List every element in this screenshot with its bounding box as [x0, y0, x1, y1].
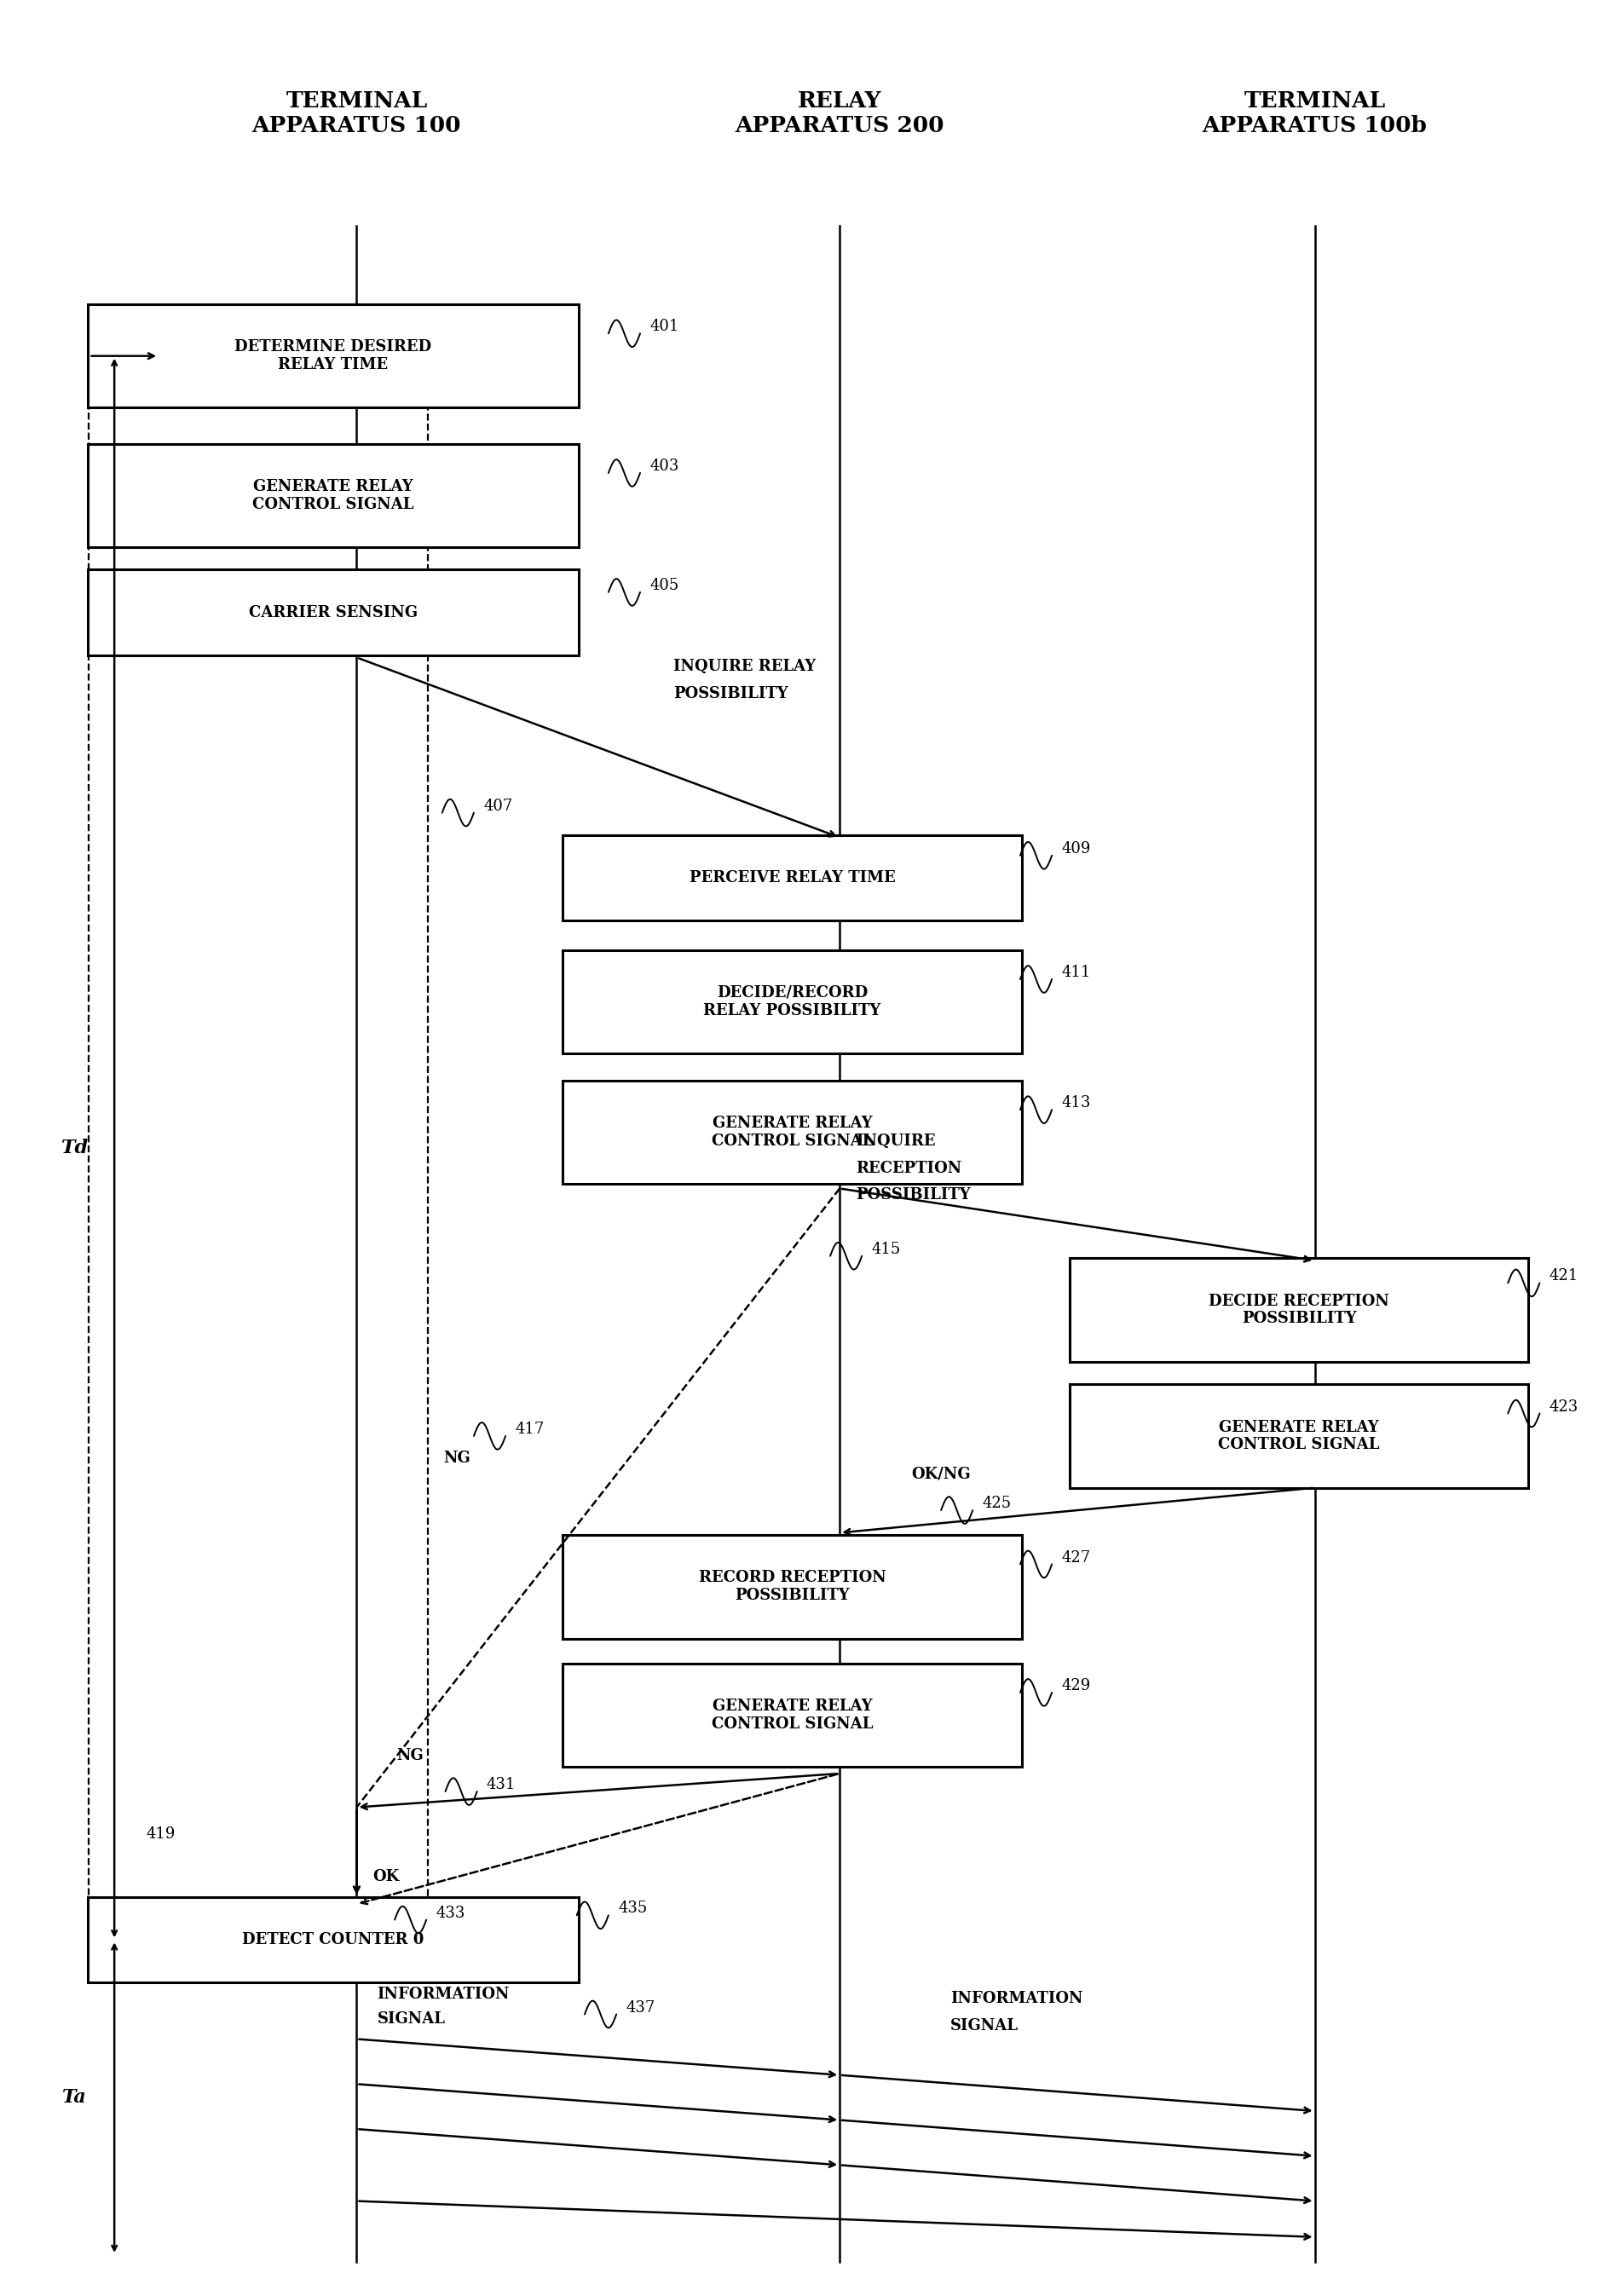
- Text: DETECT COUNTER 0: DETECT COUNTER 0: [242, 1933, 423, 1947]
- Text: 423: 423: [1550, 1398, 1579, 1414]
- FancyBboxPatch shape: [562, 951, 1021, 1054]
- Text: 409: 409: [1062, 840, 1091, 856]
- Text: SIGNAL: SIGNAL: [950, 2018, 1018, 2034]
- FancyBboxPatch shape: [562, 1536, 1021, 1639]
- Text: 405: 405: [650, 579, 679, 592]
- FancyBboxPatch shape: [87, 305, 579, 409]
- Text: NG: NG: [444, 1451, 470, 1467]
- FancyBboxPatch shape: [1070, 1258, 1529, 1362]
- Text: INFORMATION: INFORMATION: [950, 1991, 1083, 2007]
- Text: TERMINAL
APPARATUS 100b: TERMINAL APPARATUS 100b: [1202, 90, 1427, 135]
- Text: GENERATE RELAY
CONTROL SIGNAL: GENERATE RELAY CONTROL SIGNAL: [1218, 1419, 1380, 1453]
- FancyBboxPatch shape: [562, 1081, 1021, 1185]
- Text: DETERMINE DESIRED
RELAY TIME: DETERMINE DESIRED RELAY TIME: [234, 340, 431, 372]
- Text: INQUIRE: INQUIRE: [855, 1134, 936, 1148]
- Text: 429: 429: [1062, 1678, 1091, 1694]
- Text: 425: 425: [983, 1495, 1012, 1511]
- Text: POSSIBILITY: POSSIBILITY: [674, 687, 789, 700]
- Text: PERCEIVE RELAY TIME: PERCEIVE RELAY TIME: [688, 870, 895, 886]
- Text: 407: 407: [483, 799, 512, 813]
- Text: TERMINAL
APPARATUS 100: TERMINAL APPARATUS 100: [252, 90, 461, 135]
- Text: 435: 435: [617, 1901, 646, 1917]
- FancyBboxPatch shape: [87, 1896, 579, 1984]
- Text: RECEPTION: RECEPTION: [855, 1159, 962, 1176]
- FancyBboxPatch shape: [87, 443, 579, 546]
- Text: GENERATE RELAY
CONTROL SIGNAL: GENERATE RELAY CONTROL SIGNAL: [711, 1699, 873, 1731]
- Text: GENERATE RELAY
CONTROL SIGNAL: GENERATE RELAY CONTROL SIGNAL: [252, 480, 414, 512]
- Text: 417: 417: [516, 1421, 545, 1437]
- Text: GENERATE RELAY
CONTROL SIGNAL: GENERATE RELAY CONTROL SIGNAL: [711, 1116, 873, 1148]
- Text: 411: 411: [1062, 964, 1091, 980]
- Text: OK/NG: OK/NG: [911, 1467, 970, 1481]
- Text: 403: 403: [650, 459, 679, 473]
- Text: POSSIBILITY: POSSIBILITY: [855, 1187, 970, 1203]
- Text: 433: 433: [436, 1906, 465, 1922]
- Text: INFORMATION: INFORMATION: [377, 1986, 509, 2002]
- Text: 421: 421: [1550, 1270, 1579, 1283]
- Text: NG: NG: [396, 1747, 423, 1763]
- Text: 415: 415: [871, 1242, 900, 1256]
- FancyBboxPatch shape: [562, 836, 1021, 921]
- Text: 431: 431: [486, 1777, 516, 1793]
- Text: 437: 437: [625, 2000, 654, 2016]
- Text: 427: 427: [1062, 1550, 1091, 1566]
- Text: INQUIRE RELAY: INQUIRE RELAY: [674, 659, 816, 675]
- FancyBboxPatch shape: [562, 1662, 1021, 1768]
- Text: 413: 413: [1062, 1095, 1091, 1111]
- FancyBboxPatch shape: [87, 569, 579, 654]
- Text: SIGNAL: SIGNAL: [377, 2011, 446, 2027]
- Text: DECIDE RECEPTION
POSSIBILITY: DECIDE RECEPTION POSSIBILITY: [1209, 1293, 1390, 1327]
- Text: RECORD RECEPTION
POSSIBILITY: RECORD RECEPTION POSSIBILITY: [698, 1570, 886, 1603]
- Text: RELAY
APPARATUS 200: RELAY APPARATUS 200: [735, 90, 944, 135]
- Text: Td: Td: [61, 1139, 89, 1157]
- Text: Ta: Ta: [63, 2087, 87, 2108]
- Text: OK: OK: [372, 1869, 399, 1885]
- Text: CARRIER SENSING: CARRIER SENSING: [249, 604, 417, 620]
- Text: 419: 419: [145, 1828, 175, 1841]
- Text: DECIDE/RECORD
RELAY POSSIBILITY: DECIDE/RECORD RELAY POSSIBILITY: [703, 985, 881, 1019]
- FancyBboxPatch shape: [1070, 1384, 1529, 1488]
- Text: 401: 401: [650, 319, 679, 335]
